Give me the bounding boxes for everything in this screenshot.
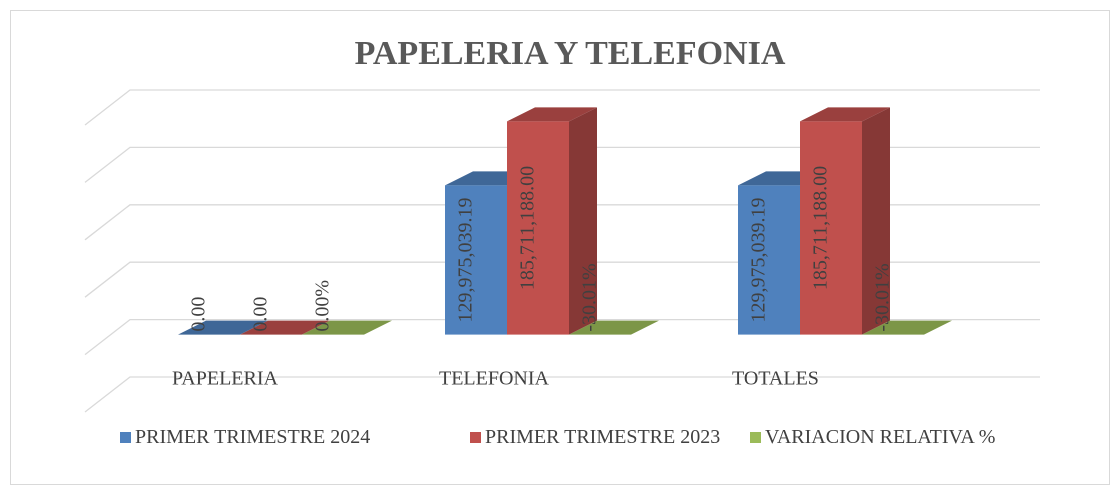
bar-front bbox=[738, 185, 800, 335]
bar-front bbox=[800, 121, 862, 335]
x-tick-label: TELEFONIA bbox=[439, 368, 550, 390]
bar-top bbox=[178, 320, 268, 335]
bar-side bbox=[569, 107, 597, 335]
data-label: -30.01% bbox=[578, 263, 600, 331]
x-tick-label: PAPELERIA bbox=[172, 368, 279, 390]
bar-top bbox=[507, 107, 597, 122]
grid-line bbox=[84, 261, 1040, 298]
data-label: 129,975,039.19 bbox=[454, 197, 476, 322]
data-label: 185,711,188.00 bbox=[809, 166, 831, 290]
legend-label: PRIMER TRIMESTRE 2024 bbox=[135, 426, 371, 448]
chart-title: PAPELERIA Y TELEFONIA bbox=[355, 35, 786, 72]
bar-top bbox=[800, 107, 890, 122]
legend-swatch bbox=[750, 432, 761, 443]
bar-front bbox=[507, 121, 569, 335]
data-label: 129,975,039.19 bbox=[747, 197, 769, 322]
legend-swatch bbox=[470, 432, 481, 443]
data-label: 0.00 bbox=[249, 297, 271, 332]
bar bbox=[302, 320, 392, 335]
bar-top bbox=[240, 320, 330, 335]
bar bbox=[569, 320, 659, 335]
data-label: 185,711,188.00 bbox=[516, 166, 538, 290]
bar-top bbox=[302, 320, 392, 335]
grid-line bbox=[84, 318, 1040, 356]
bar bbox=[240, 320, 330, 335]
data-label: 0.00% bbox=[311, 280, 333, 332]
bar-top bbox=[862, 320, 952, 335]
bar bbox=[507, 107, 597, 335]
legend-swatch bbox=[120, 432, 131, 443]
bar-front bbox=[445, 185, 507, 335]
bar bbox=[800, 107, 890, 335]
bar bbox=[178, 320, 268, 335]
grid-line bbox=[84, 204, 1040, 241]
grid-line bbox=[84, 89, 1040, 126]
bar bbox=[862, 320, 952, 335]
bar-side bbox=[862, 107, 890, 335]
grid-line bbox=[84, 146, 1040, 183]
x-tick-label: TOTALES bbox=[732, 368, 819, 390]
data-label: 0.00 bbox=[187, 297, 209, 332]
data-label: -30.01% bbox=[871, 263, 893, 331]
legend-label: VARIACION RELATIVA % bbox=[765, 426, 996, 448]
legend-label: PRIMER TRIMESTRE 2023 bbox=[485, 426, 721, 448]
bar-top bbox=[569, 320, 659, 335]
grid-line bbox=[84, 376, 1040, 413]
